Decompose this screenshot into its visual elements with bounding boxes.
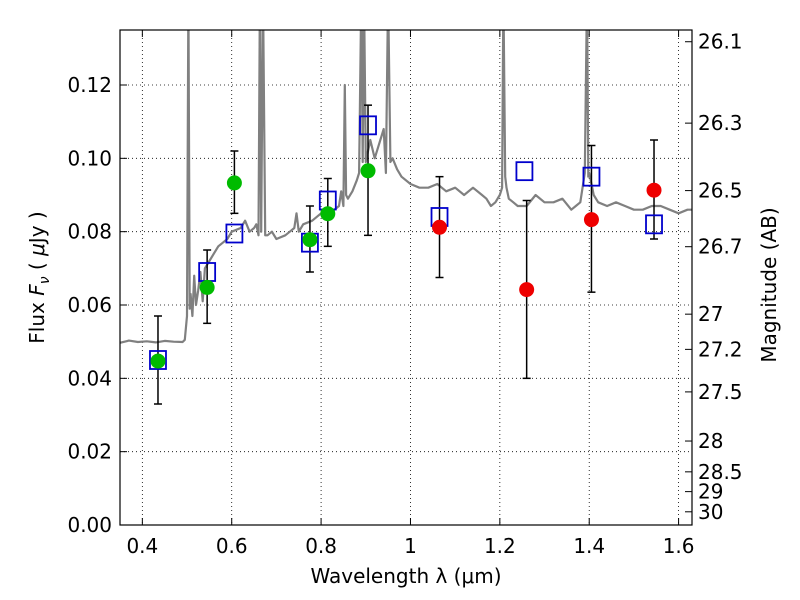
x-tick-label: 0.6 (216, 534, 248, 558)
right-tick-label: 29 (698, 480, 723, 504)
right-tick-label: 26.7 (698, 235, 743, 259)
y-axis-title-part: Jy ) (25, 211, 49, 245)
nondetection-point (646, 182, 662, 198)
y-axis-title-left: Flux Fν ( μJy ) (25, 211, 53, 343)
nondetection-point (432, 219, 448, 235)
model-photometry-square (359, 115, 377, 136)
y-tick-label: 0.06 (67, 293, 112, 317)
model-photometry-square (225, 223, 244, 244)
right-tick-label: 26.5 (698, 179, 743, 203)
y-tick-label: 0.08 (67, 220, 112, 244)
x-tick-label: 0.8 (305, 534, 337, 558)
detection-point (360, 163, 376, 179)
y-tick-label: 0.04 (67, 366, 112, 390)
model-photometry-square (645, 214, 663, 235)
right-tick-label: 28 (698, 429, 723, 453)
grid-lines (120, 30, 692, 526)
y-axis-title-part: Flux (25, 296, 49, 344)
right-tick-label: 27.5 (698, 380, 743, 404)
right-tick-label: 30 (698, 500, 723, 524)
x-tick-label: 0.4 (126, 534, 158, 558)
model-photometry-square (515, 161, 534, 182)
y-tick-label: 0.00 (67, 513, 112, 537)
detection-point (150, 353, 166, 369)
model-photometry-square (582, 166, 601, 187)
right-tick-label: 27 (698, 302, 723, 326)
detection-point (226, 175, 242, 191)
model-photometry-square (149, 350, 167, 370)
x-tick-label: 1.4 (573, 534, 605, 558)
detection-point (320, 206, 336, 222)
y-axis-title-part: ( (25, 256, 49, 277)
right-tick-label: 28.5 (698, 460, 743, 484)
detection-point (302, 232, 318, 248)
y-tick-label: 0.10 (67, 146, 112, 170)
plot-frame (119, 29, 693, 526)
right-tick-label: 27.2 (698, 337, 743, 361)
nondetection-point (519, 282, 535, 298)
right-tick-label: 26.3 (698, 111, 743, 135)
right-tick-label: 26.1 (698, 30, 743, 54)
x-tick-label: 1.6 (663, 534, 695, 558)
y-axis-title-part: F (25, 284, 49, 296)
y-tick-label: 0.12 (67, 73, 112, 97)
nondetection-point (583, 212, 599, 228)
y-tick-label: 0.02 (67, 440, 112, 464)
x-axis: 0.4 0.6 0.8 1 1.2 1.4 1.6 (126, 30, 695, 558)
x-tick-label: 1 (404, 534, 417, 558)
y-axis-title-part: μ (25, 243, 49, 257)
errorbar-layer (153, 104, 659, 405)
y-axis-title-part: ν (37, 276, 53, 284)
y-axis-left: 0.00 0.02 0.04 0.06 0.08 0.10 0.12 (67, 73, 127, 537)
x-tick-label: 1.2 (484, 534, 516, 558)
y-axis-title-right: Magnitude (AB) (757, 207, 781, 362)
detection-point (199, 279, 215, 295)
points-layer (150, 163, 662, 369)
x-axis-title: Wavelength λ (μm) (310, 564, 501, 588)
